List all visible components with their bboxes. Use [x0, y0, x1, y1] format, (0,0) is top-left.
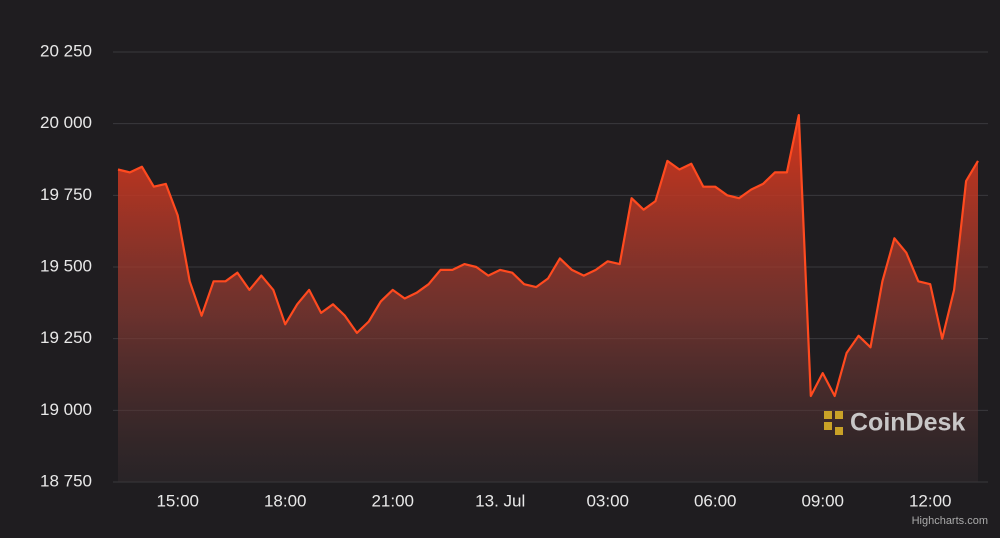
watermark-text: CoinDesk — [850, 409, 965, 437]
y-tick-label: 19 750 — [40, 185, 92, 204]
y-tick-label: 20 250 — [40, 41, 92, 60]
x-tick-label: 09:00 — [801, 491, 844, 510]
logo-square — [835, 411, 843, 419]
logo-square — [835, 427, 843, 435]
x-tick-label: 21:00 — [371, 491, 414, 510]
logo-square — [824, 422, 832, 430]
x-tick-label: 15:00 — [156, 491, 199, 510]
x-tick-label: 12:00 — [909, 491, 952, 510]
x-tick-label: 13. Jul — [475, 491, 525, 510]
logo-square — [824, 411, 832, 419]
x-tick-label: 18:00 — [264, 491, 307, 510]
watermark: CoinDesk — [824, 409, 965, 437]
x-tick-label: 03:00 — [586, 491, 629, 510]
price-line — [117, 114, 979, 398]
y-tick-label: 19 500 — [40, 256, 92, 275]
y-tick-label: 19 000 — [40, 400, 92, 419]
y-tick-label: 18 750 — [40, 471, 92, 490]
credit: Highcharts.com — [912, 515, 988, 527]
area-fill — [118, 115, 978, 482]
x-tick-label: 06:00 — [694, 491, 737, 510]
y-tick-label: 19 250 — [40, 328, 92, 347]
y-tick-label: 20 000 — [40, 113, 92, 132]
